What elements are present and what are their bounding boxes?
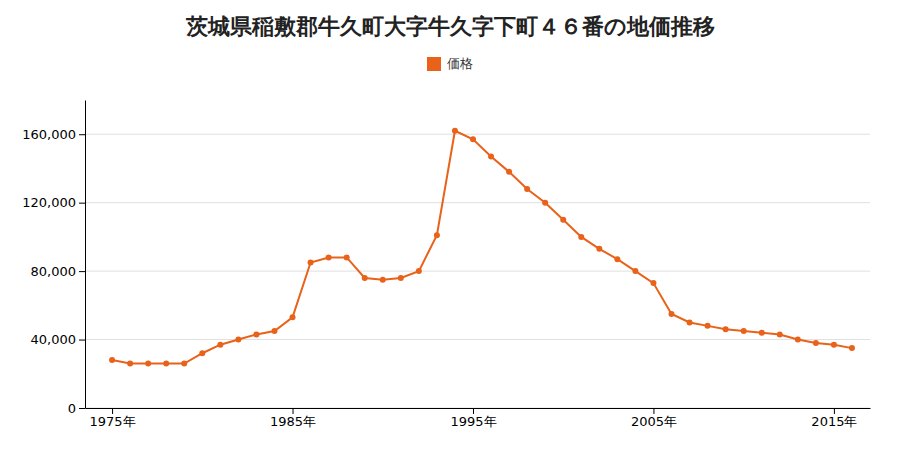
x-tick: 2005年 xyxy=(631,408,677,429)
point xyxy=(668,311,674,317)
point xyxy=(560,217,566,223)
point xyxy=(434,232,440,238)
point xyxy=(596,246,602,252)
plot-area: 1975年 1985年 1995年 2005年 2015年 0 40,000 80,000 12… xyxy=(22,101,870,430)
y-tick-mark xyxy=(79,134,85,135)
legend-swatch xyxy=(427,57,441,71)
point xyxy=(578,234,584,240)
point xyxy=(723,326,729,332)
point xyxy=(813,340,819,346)
point xyxy=(235,337,241,343)
point xyxy=(127,361,133,367)
point xyxy=(705,323,711,329)
point xyxy=(470,136,476,142)
y-tick: 80,000 xyxy=(31,264,86,279)
point xyxy=(632,268,638,274)
point xyxy=(542,200,548,206)
x-tick: 2015年 xyxy=(811,408,857,429)
point xyxy=(650,280,656,286)
x-tick: 1975年 xyxy=(90,408,136,429)
x-tick-label: 1975年 xyxy=(90,414,136,429)
x-tick: 1995年 xyxy=(450,408,496,429)
point xyxy=(271,328,277,334)
y-tick-mark xyxy=(79,203,85,204)
legend-label: 価格 xyxy=(447,56,473,71)
y-axis-line xyxy=(85,101,86,409)
grid-line xyxy=(85,202,870,203)
y-tick: 160,000 xyxy=(22,127,85,142)
point xyxy=(795,337,801,343)
x-tick-mark xyxy=(473,408,474,414)
point xyxy=(326,254,332,260)
y-tick-label: 0 xyxy=(68,401,76,416)
point xyxy=(109,357,115,363)
point xyxy=(398,275,404,281)
legend: 価格 xyxy=(427,56,473,71)
point xyxy=(777,331,783,337)
point xyxy=(181,361,187,367)
grid-line xyxy=(85,408,870,409)
point xyxy=(344,254,350,260)
legend-item: 価格 xyxy=(427,56,473,71)
title: 茨城県稲敷郡牛久町大字牛久字下町４６番の地価推移 xyxy=(185,14,715,39)
point xyxy=(380,277,386,283)
chart: 茨城県稲敷郡牛久町大字牛久字下町４６番の地価推移価格 1975年 1985年 1995… xyxy=(0,0,900,450)
x-tick-mark xyxy=(293,408,294,414)
y-tick-mark xyxy=(79,408,85,409)
point xyxy=(488,153,494,159)
grid xyxy=(85,134,870,408)
x-tick-mark xyxy=(112,408,113,414)
point xyxy=(849,345,855,351)
point xyxy=(831,342,837,348)
line xyxy=(112,131,852,364)
x-tick: 1985年 xyxy=(270,408,316,429)
point xyxy=(614,256,620,262)
x-axis-line xyxy=(86,408,871,409)
x-tick-label: 2015年 xyxy=(811,414,857,429)
point xyxy=(145,361,151,367)
series-group xyxy=(109,128,855,367)
y-tick-label: 160,000 xyxy=(22,127,76,142)
y-tick: 0 xyxy=(68,401,85,416)
y-axis: 0 40,000 80,000 120,000 160,000 xyxy=(22,101,85,416)
point xyxy=(290,314,296,320)
x-axis: 1975年 1985年 1995年 2005年 2015年 xyxy=(86,408,871,429)
point xyxy=(524,186,530,192)
x-tick-mark xyxy=(834,408,835,414)
point xyxy=(506,169,512,175)
point xyxy=(362,275,368,281)
point xyxy=(217,342,223,348)
grid-line xyxy=(85,339,870,340)
x-tick-label: 1995年 xyxy=(450,414,496,429)
y-tick-label: 80,000 xyxy=(31,264,77,279)
point xyxy=(253,331,259,337)
grid-line xyxy=(85,134,870,135)
point xyxy=(163,361,169,367)
point xyxy=(416,268,422,274)
point xyxy=(452,128,458,134)
point xyxy=(759,330,765,336)
grid-line xyxy=(85,271,870,272)
point xyxy=(199,350,205,356)
point xyxy=(741,328,747,334)
y-tick: 120,000 xyxy=(22,195,85,210)
y-tick-mark xyxy=(79,340,85,341)
y-tick-label: 40,000 xyxy=(31,332,77,347)
markers xyxy=(109,128,855,367)
point xyxy=(687,319,693,325)
point xyxy=(308,260,314,266)
x-tick-mark xyxy=(653,408,654,414)
x-tick-label: 2005年 xyxy=(631,414,677,429)
y-tick-mark xyxy=(79,271,85,272)
y-tick: 40,000 xyxy=(31,332,86,347)
x-tick-label: 1985年 xyxy=(270,414,316,429)
y-tick-label: 120,000 xyxy=(22,195,76,210)
